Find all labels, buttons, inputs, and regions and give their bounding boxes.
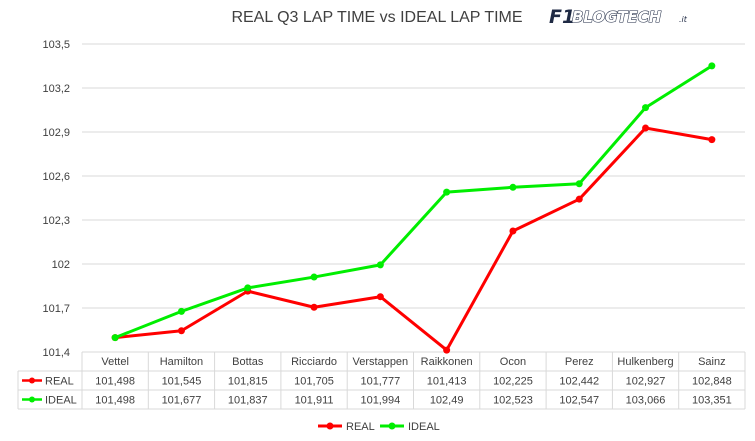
- data-label: 102,442: [559, 376, 599, 388]
- data-label: 101,677: [162, 395, 202, 407]
- data-label: 101,413: [427, 376, 467, 388]
- logo-tld: .it: [679, 15, 688, 24]
- x-category-label: Raikkonen: [421, 356, 473, 368]
- data-label: 103,066: [626, 395, 666, 407]
- data-label: 101,837: [228, 395, 268, 407]
- data-label: 101,545: [162, 376, 202, 388]
- gridlines: [82, 43, 745, 309]
- series-line-real: [113, 126, 714, 352]
- table-series-name: IDEAL: [45, 395, 77, 407]
- data-point: [177, 327, 185, 335]
- data-label: 101,498: [95, 376, 135, 388]
- data-point: [575, 195, 583, 203]
- table-series-name: REAL: [45, 376, 74, 388]
- data-label: 102,927: [626, 376, 666, 388]
- data-point: [642, 124, 650, 132]
- x-category-label: Hamilton: [160, 356, 203, 368]
- data-table: Vettel Hamilton Bottas Ricciardo Verstappen R…: [17, 351, 746, 410]
- x-category-label: Verstappen: [353, 356, 409, 368]
- data-point: [708, 136, 716, 144]
- data-point: [376, 293, 384, 301]
- legend-item-real: REAL: [318, 421, 375, 433]
- y-tick-label: 102,3: [42, 215, 70, 227]
- data-label: 102,49: [430, 395, 464, 407]
- data-label: 101,498: [95, 395, 135, 407]
- data-label: 101,911: [295, 395, 334, 407]
- data-label: 103,351: [692, 395, 732, 407]
- data-point: [244, 284, 252, 292]
- data-label: 101,815: [228, 376, 268, 388]
- data-label: 102,547: [559, 395, 599, 407]
- data-point: [310, 303, 318, 311]
- y-axis: 101,4 101,7 102 102,3 102,6 102,9 103,2 103,5: [42, 39, 70, 359]
- x-category-label: Vettel: [101, 356, 129, 368]
- data-point: [111, 334, 119, 342]
- data-label: 101,777: [360, 376, 400, 388]
- logo-brand: BLOGTECH: [572, 8, 662, 26]
- data-label: 102,848: [692, 376, 732, 388]
- x-category-label: Bottas: [232, 356, 264, 368]
- logo: F1 BLOGTECH .it: [549, 6, 688, 28]
- y-tick-label: 101,4: [42, 347, 70, 359]
- data-point: [708, 62, 716, 70]
- chart-title: REAL Q3 LAP TIME vs IDEAL LAP TIME: [231, 9, 522, 26]
- data-point: [177, 307, 185, 315]
- logo-f1: F1: [549, 6, 575, 28]
- y-tick-label: 102,6: [42, 171, 70, 183]
- table-legend-key: [22, 377, 42, 384]
- data-point: [310, 273, 318, 281]
- y-tick-label: 102,9: [42, 127, 70, 139]
- data-point: [443, 188, 451, 196]
- y-tick-label: 102: [52, 259, 70, 271]
- data-label: 101,705: [294, 376, 334, 388]
- series-lines: [111, 62, 716, 354]
- data-label: 102,523: [493, 395, 533, 407]
- data-point: [575, 180, 583, 188]
- x-category-label: Sainz: [698, 356, 726, 368]
- data-point: [376, 261, 384, 269]
- y-tick-label: 103,5: [42, 39, 70, 51]
- x-category-label: Perez: [565, 356, 594, 368]
- series-line-ideal: [113, 64, 714, 340]
- y-tick-label: 101,7: [42, 303, 70, 315]
- data-label: 102,225: [493, 376, 533, 388]
- x-category-label: Hulkenberg: [617, 356, 673, 368]
- data-point: [642, 104, 650, 112]
- legend-item-ideal: IDEAL: [380, 421, 440, 433]
- data-label: 101,994: [360, 395, 400, 407]
- table-legend-key: [22, 396, 42, 403]
- legend: REAL IDEAL: [318, 421, 440, 433]
- data-point: [509, 183, 517, 191]
- data-point: [509, 227, 517, 235]
- legend-label: IDEAL: [408, 421, 440, 433]
- x-category-label: Ocon: [500, 356, 526, 368]
- legend-label: REAL: [346, 421, 375, 433]
- y-tick-label: 103,2: [42, 83, 70, 95]
- x-category-label: Ricciardo: [291, 356, 337, 368]
- data-point: [443, 346, 451, 354]
